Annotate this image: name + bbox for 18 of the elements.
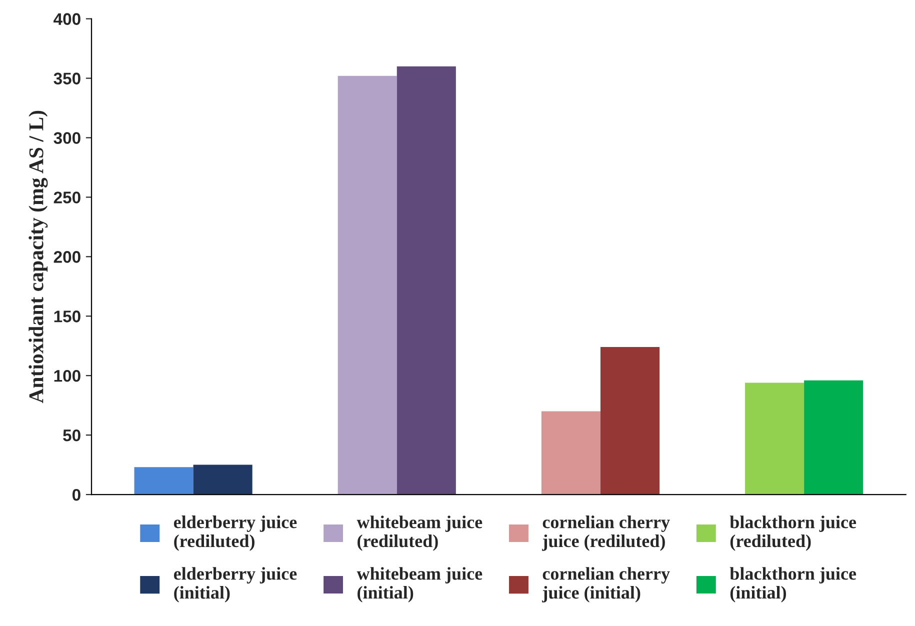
legend-label: elderberry juice (rediluted)	[174, 516, 297, 551]
legend-label: whitebeam juice (initial)	[356, 567, 482, 602]
legend-label: blackthorn juice (initial)	[730, 567, 856, 602]
legend-label: elderberry juice (initial)	[174, 567, 297, 602]
y-tick-label: 150	[54, 310, 80, 322]
y-tick-label: 0	[72, 488, 80, 501]
y-axis-title: Antioxidant capacity (mg AS / L)	[28, 110, 48, 404]
y-tick-label: 200	[54, 251, 80, 263]
y-tick-label: 250	[54, 192, 80, 204]
legend-label: whitebeam juice (rediluted)	[356, 516, 482, 551]
y-tick-label: 100	[54, 370, 80, 382]
y-tick-label: 50	[63, 429, 80, 442]
y-tick-label: 400	[54, 13, 80, 25]
legend-label: blackthorn juice (rediluted)	[730, 516, 856, 551]
y-tick-label: 350	[54, 72, 80, 84]
legend-label: cornelian cherry juice (initial)	[542, 567, 670, 602]
y-tick-label: 300	[54, 132, 80, 144]
legend-label: cornelian cherry juice (rediluted)	[542, 516, 670, 551]
